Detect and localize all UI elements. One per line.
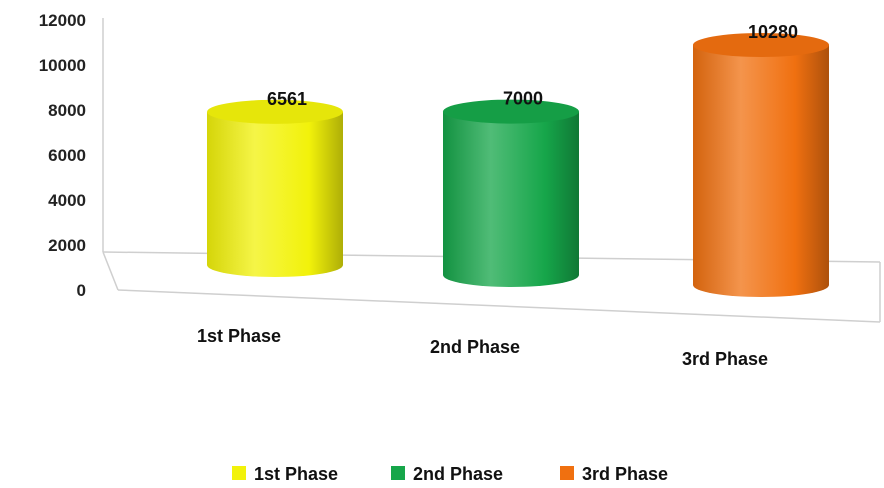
x-axis-labels: 1st Phase 2nd Phase 3rd Phase xyxy=(197,326,768,369)
x-tick-label: 1st Phase xyxy=(197,326,281,346)
legend-swatch xyxy=(232,466,246,480)
legend-swatch xyxy=(560,466,574,480)
y-tick-label: 2000 xyxy=(48,236,86,255)
bar-cylinder-body xyxy=(693,45,829,297)
bars xyxy=(207,33,829,297)
y-axis-ticks: 0 2000 4000 6000 8000 10000 12000 xyxy=(39,11,86,300)
floor-front-edge xyxy=(117,289,881,323)
bar-cylinder-top xyxy=(207,99,343,124)
y-tick-label: 0 xyxy=(77,281,86,300)
bar xyxy=(207,99,343,277)
y-tick-label: 6000 xyxy=(48,146,86,165)
legend: 1st Phase 2nd Phase 3rd Phase xyxy=(232,464,668,484)
bar xyxy=(693,33,829,297)
bar-cylinder-body xyxy=(207,111,343,277)
legend-item: 3rd Phase xyxy=(560,464,668,484)
floor-left-edge xyxy=(102,251,119,291)
data-label: 7000 xyxy=(503,89,543,109)
legend-item: 2nd Phase xyxy=(391,464,503,484)
y-tick-label: 12000 xyxy=(39,11,86,30)
bar xyxy=(443,99,579,287)
y-tick-label: 4000 xyxy=(48,191,86,210)
y-tick-label: 10000 xyxy=(39,56,86,75)
legend-item: 1st Phase xyxy=(232,464,338,484)
legend-label: 1st Phase xyxy=(254,464,338,484)
legend-swatch xyxy=(391,466,405,480)
legend-label: 3rd Phase xyxy=(582,464,668,484)
legend-label: 2nd Phase xyxy=(413,464,503,484)
y-tick-label: 8000 xyxy=(48,101,86,120)
bar-cylinder-top xyxy=(443,99,579,124)
x-tick-label: 3rd Phase xyxy=(682,349,768,369)
x-tick-label: 2nd Phase xyxy=(430,337,520,357)
data-label: 10280 xyxy=(748,22,798,42)
bar-cylinder-top xyxy=(693,33,829,57)
data-labels: 6561 7000 10280 xyxy=(267,22,798,109)
data-label: 6561 xyxy=(267,89,307,109)
bar-cylinder-body xyxy=(443,111,579,287)
